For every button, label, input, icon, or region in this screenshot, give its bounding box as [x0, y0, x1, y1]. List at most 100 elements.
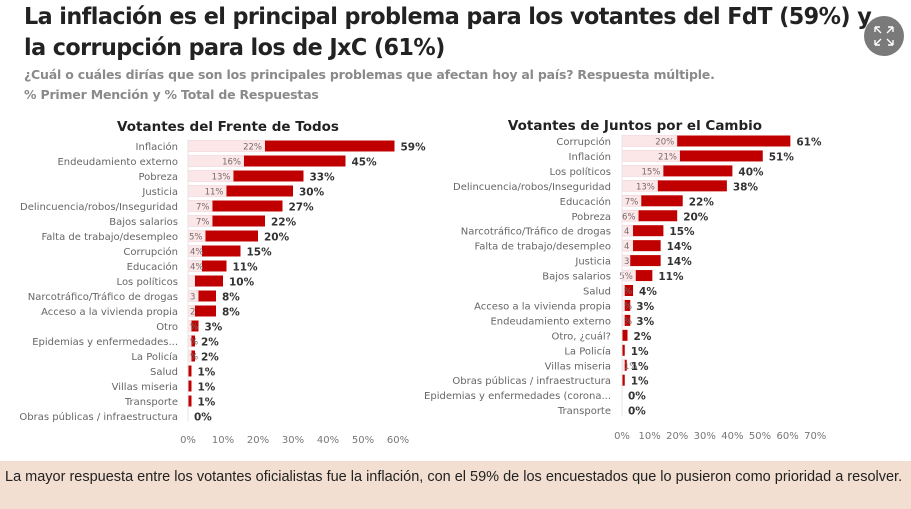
fdt-bar-total	[188, 395, 192, 407]
fdt-total-label: 2%	[201, 352, 219, 364]
fdt-first-mention-label: 7%	[196, 218, 210, 228]
chart-subtitle: % Primer Mención y % Total de Respuestas	[24, 87, 319, 102]
jxc-category-label: Inflación	[569, 151, 611, 163]
jxc-x-tick-label: 40%	[721, 431, 743, 442]
jxc-category-label: Corrupción	[556, 136, 611, 148]
jxc-bar-total	[657, 180, 727, 192]
fdt-first-mention-label: 2	[190, 308, 195, 318]
jxc-category-label: Villas miseria	[545, 361, 611, 372]
jxc-total-label: 0%	[628, 391, 646, 403]
jxc-first-mention-label: 6%	[622, 212, 636, 222]
fdt-bar-total	[195, 275, 223, 287]
fdt-category-label: Delincuencia/robos/Inseguridad	[20, 202, 178, 213]
expand-button[interactable]	[864, 16, 904, 56]
jxc-x-tick-label: 50%	[749, 431, 771, 442]
jxc-first-mention-label: 4	[624, 227, 629, 237]
jxc-category-label: Acceso a la vivienda propia	[474, 301, 611, 312]
chart-question: ¿Cuál o cuáles dirías que son los princi…	[24, 67, 715, 82]
jxc-category-label: Narcotráfico/Tráfico de drogas	[461, 226, 611, 238]
jxc-first-mention-label: 20%	[655, 138, 674, 148]
fdt-first-mention-label: 22%	[243, 143, 262, 153]
fdt-bar-total	[188, 365, 192, 377]
fdt-bar-total	[226, 185, 293, 197]
fdt-total-label: 27%	[289, 202, 315, 214]
jxc-total-label: 4%	[639, 286, 657, 298]
jxc-bar-total	[635, 270, 653, 282]
fdt-chart-title: Votantes del Frente de Todos	[117, 119, 339, 135]
jxc-category-label: Epidemias y enfermedades (corona...	[424, 391, 611, 402]
jxc-first-mention-label: 7%	[625, 197, 639, 207]
fdt-x-tick-label: 60%	[387, 435, 409, 446]
jxc-category-label: La Policía	[564, 345, 611, 357]
fdt-bar-total	[265, 140, 395, 152]
fdt-bar-total	[202, 245, 241, 257]
fdt-category-label: Narcotráfico/Tráfico de drogas	[28, 291, 178, 303]
jxc-bar-total	[679, 150, 763, 162]
jxc-category-label: Bajos salarios	[542, 272, 611, 283]
jxc-category-label: Obras públicas / infraestructura	[452, 375, 611, 387]
fdt-total-label: 15%	[247, 247, 273, 259]
fdt-x-tick-label: 20%	[247, 435, 269, 446]
fdt-category-label: Obras públicas / infraestructura	[19, 411, 178, 423]
jxc-total-label: 0%	[628, 406, 646, 418]
fdt-total-label: 59%	[401, 142, 427, 154]
fdt-category-label: Corrupción	[123, 246, 178, 258]
jxc-bar-total	[641, 195, 683, 207]
jxc-first-mention-label: 3	[624, 257, 629, 267]
jxc-x-tick-label: 10%	[638, 431, 660, 442]
fdt-first-mention-label: 3	[190, 293, 195, 303]
fdt-x-tick-label: 30%	[282, 435, 304, 446]
expand-arrows-icon	[874, 26, 894, 46]
fdt-x-tick-label: 50%	[352, 435, 374, 446]
fdt-first-mention-label: 16%	[222, 158, 241, 168]
fdt-bar-total	[244, 155, 346, 167]
jxc-category-label: Falta de trabajo/desempleo	[474, 242, 611, 253]
jxc-category-label: Transporte	[557, 406, 611, 417]
fdt-bar-total	[191, 335, 195, 347]
jxc-bar-total	[663, 165, 733, 177]
jxc-category-label: Justicia	[574, 257, 611, 268]
jxc-x-tick-label: 60%	[776, 431, 798, 442]
fdt-first-mention-label: 13%	[212, 173, 231, 183]
jxc-category-label: Pobreza	[571, 212, 611, 223]
jxc-total-label: 38%	[733, 181, 759, 193]
jxc-chart-title: Votantes de Juntos por el Cambio	[508, 118, 762, 134]
fdt-first-mention-label: 11%	[205, 188, 224, 198]
fdt-total-label: 11%	[233, 262, 259, 274]
caption-text: La mayor respuesta entre los votantes of…	[5, 469, 903, 485]
fdt-first-mention-label: %	[190, 323, 198, 333]
fdt-bar-total	[198, 290, 216, 302]
caption-box: La mayor respuesta entre los votantes of…	[0, 461, 911, 509]
jxc-first-mention-label: 4	[624, 242, 629, 252]
fdt-category-label: Villas miseria	[112, 382, 178, 393]
jxc-total-label: 22%	[689, 196, 715, 208]
fdt-bar-first-mention	[187, 275, 196, 287]
fdt-category-label: Educación	[127, 261, 178, 273]
fdt-total-label: 33%	[310, 172, 336, 184]
jxc-bar-total	[624, 285, 634, 296]
fdt-category-label: Falta de trabajo/desempleo	[41, 232, 178, 243]
fdt-category-label: Inflación	[136, 141, 178, 153]
fdt-x-tick-label: 10%	[212, 435, 234, 446]
jxc-total-label: 3%	[636, 316, 654, 328]
jxc-bar-total	[624, 299, 631, 311]
jxc-first-mention-label: %	[624, 317, 632, 327]
jxc-category-label: Educación	[560, 196, 611, 208]
fdt-category-label: Salud	[150, 367, 178, 378]
fdt-bar-total	[212, 215, 265, 227]
jxc-bar-total	[624, 314, 631, 326]
fdt-total-label: 10%	[229, 277, 255, 289]
jxc-category-label: Salud	[583, 287, 611, 298]
jxc-total-label: 14%	[667, 256, 693, 268]
fdt-category-label: Acceso a la vivienda propia	[41, 307, 178, 318]
fdt-total-label: 1%	[198, 367, 216, 379]
fdt-total-label: 45%	[352, 157, 378, 169]
fdt-total-label: 20%	[264, 232, 290, 244]
jxc-total-label: 20%	[683, 211, 709, 223]
jxc-total-label: 1%	[631, 361, 649, 373]
fdt-bar-total	[195, 305, 216, 317]
jxc-x-tick-label: 70%	[804, 431, 826, 442]
jxc-bar-total	[630, 255, 661, 267]
fdt-total-label: 1%	[198, 397, 216, 409]
